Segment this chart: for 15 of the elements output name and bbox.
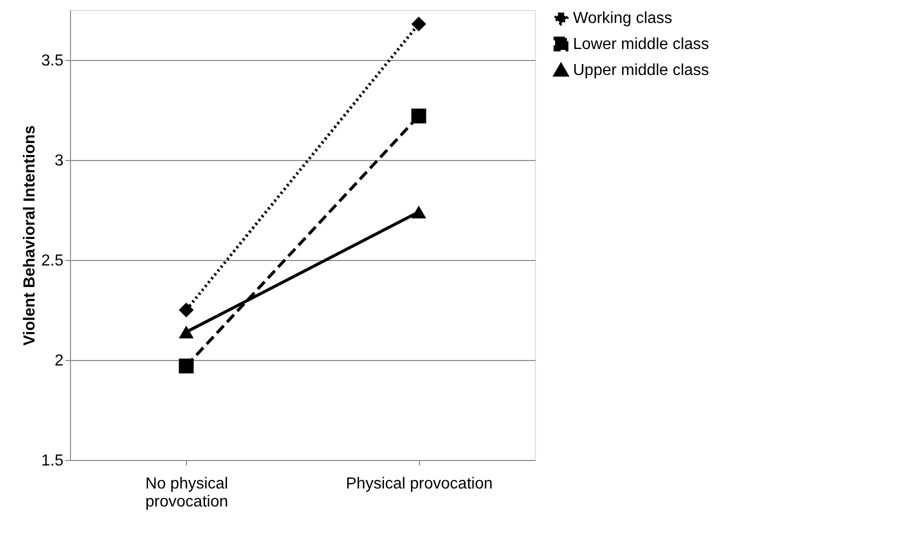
point [411, 108, 426, 124]
legend-label: Working class [573, 10, 672, 27]
y-tick-label: 3 [54, 152, 64, 170]
legend-label: Upper middle class [573, 62, 710, 79]
point [411, 16, 426, 32]
x-tick-label: Physical provocation [346, 476, 493, 492]
legend-label: Lower middle class [573, 36, 710, 53]
point [178, 358, 194, 374]
y-tick-label: 2.5 [41, 252, 64, 270]
point [178, 302, 194, 318]
y-axis-title: Violent Behavioral Intentions [21, 125, 38, 346]
x-tick-label: No physical provocation [145, 476, 228, 510]
y-tick-label: 3.5 [41, 52, 64, 70]
y-tick-label: 1.5 [41, 452, 64, 470]
y-tick-label: 2 [54, 352, 64, 370]
